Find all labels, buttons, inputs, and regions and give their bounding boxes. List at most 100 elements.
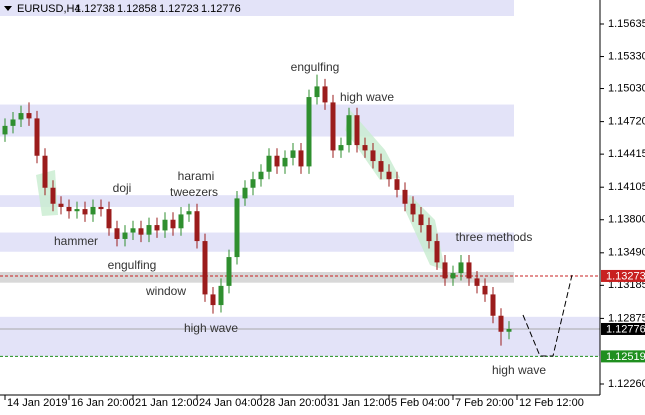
price-label: 1.12519 bbox=[606, 351, 645, 363]
candle-body bbox=[338, 145, 344, 151]
candle-body bbox=[106, 209, 112, 229]
annotation: engulfing bbox=[291, 60, 340, 74]
x-tick-label: 12 Feb 12:00 bbox=[519, 397, 584, 409]
annotation: tweezers bbox=[170, 185, 218, 199]
candle-body bbox=[114, 228, 120, 239]
candle-body bbox=[282, 157, 288, 167]
candle-body bbox=[178, 214, 184, 229]
candle-body bbox=[258, 171, 264, 180]
y-tick-label: 1.14105 bbox=[608, 181, 645, 193]
price-label: 1.13273 bbox=[606, 270, 645, 282]
collapse-icon[interactable] bbox=[4, 6, 12, 11]
annotation: three methods bbox=[456, 230, 533, 244]
annotation: doji bbox=[113, 181, 132, 195]
candle-body bbox=[354, 115, 360, 146]
candle-body bbox=[362, 145, 368, 151]
candle-body bbox=[50, 187, 56, 204]
candle-body bbox=[418, 214, 424, 226]
zone bbox=[0, 104, 514, 137]
x-tick-label: 5 Feb 04:00 bbox=[391, 397, 450, 409]
x-tick-label: 21 Jan 12:00 bbox=[135, 397, 199, 409]
annotation: high wave bbox=[340, 90, 394, 104]
candle-body bbox=[274, 155, 280, 167]
price-label-bg bbox=[601, 350, 645, 363]
candle-body bbox=[426, 225, 432, 242]
annotation: engulfing bbox=[108, 258, 157, 272]
candle-body bbox=[138, 228, 144, 235]
projection-line bbox=[522, 274, 573, 357]
candle-body bbox=[266, 155, 272, 172]
x-tick-label: 14 Jan 2019 bbox=[7, 397, 68, 409]
candle-body bbox=[330, 102, 336, 151]
price-label-bg bbox=[601, 269, 645, 282]
candle-body bbox=[66, 206, 72, 212]
annotation: high wave bbox=[184, 321, 238, 335]
candle-body bbox=[18, 113, 24, 120]
x-tick-label: 16 Jan 20:00 bbox=[71, 397, 135, 409]
projection bbox=[522, 274, 573, 357]
zones bbox=[0, 0, 600, 357]
quote-value: 1.12858 bbox=[117, 3, 157, 15]
candle-body bbox=[26, 113, 32, 119]
zone bbox=[0, 272, 514, 283]
candle-body bbox=[482, 285, 488, 295]
y-tick-label: 1.13800 bbox=[608, 214, 645, 226]
y-tick-label: 1.14720 bbox=[608, 116, 645, 128]
candle-body bbox=[34, 118, 40, 156]
candle-body bbox=[394, 179, 400, 190]
candle-body bbox=[474, 278, 480, 286]
plot bbox=[0, 74, 600, 357]
zone bbox=[0, 0, 514, 17]
candle-body bbox=[170, 219, 176, 229]
candle-body bbox=[458, 262, 464, 274]
symbol: EURUSD,H4 bbox=[17, 3, 81, 15]
zone bbox=[0, 195, 514, 207]
y-tick-label: 1.15635 bbox=[608, 18, 645, 30]
candle-body bbox=[202, 241, 208, 295]
y-tick-label: 1.15030 bbox=[608, 82, 645, 94]
annotation: high wave bbox=[492, 363, 546, 377]
candle-body bbox=[298, 150, 304, 167]
candle-body bbox=[146, 225, 152, 235]
price-label: 1.12776 bbox=[606, 323, 645, 335]
candle-body bbox=[82, 209, 88, 215]
candle-body bbox=[314, 86, 320, 98]
candle-body bbox=[186, 211, 192, 215]
candle-body bbox=[306, 97, 312, 167]
candle-body bbox=[218, 285, 224, 306]
y-tick-label: 1.12875 bbox=[608, 312, 645, 324]
quote-value: 1.12738 bbox=[75, 3, 115, 15]
candle-body bbox=[130, 228, 136, 233]
candle-body bbox=[242, 187, 248, 199]
annotation: window bbox=[145, 284, 186, 298]
price-label-bg bbox=[601, 322, 645, 335]
candle-body bbox=[2, 125, 8, 135]
annotation: hammer bbox=[54, 234, 98, 248]
candle-body bbox=[154, 225, 160, 231]
y-tick-label: 1.14415 bbox=[608, 148, 645, 160]
candle-body bbox=[122, 232, 128, 239]
candle-body bbox=[386, 171, 392, 180]
candle-body bbox=[74, 209, 80, 212]
candle-body bbox=[234, 198, 240, 258]
candle-body bbox=[250, 179, 256, 188]
candle-body bbox=[434, 241, 440, 263]
candle-body bbox=[506, 328, 512, 332]
x-tick-label: 28 Jan 20:00 bbox=[263, 397, 327, 409]
candle-body bbox=[58, 203, 64, 207]
candle-body bbox=[370, 150, 376, 162]
y-tick-label: 1.13490 bbox=[608, 247, 645, 259]
zone bbox=[0, 232, 514, 252]
candle-body bbox=[290, 150, 296, 158]
candle-body bbox=[378, 161, 384, 172]
candle-body bbox=[402, 189, 408, 204]
candle-body bbox=[226, 257, 232, 286]
candle-body bbox=[466, 262, 472, 279]
candle-body bbox=[442, 262, 448, 279]
candle-body bbox=[194, 211, 200, 242]
quote-value: 1.12723 bbox=[159, 3, 199, 15]
zone bbox=[0, 316, 600, 357]
x-tick-label: 24 Jan 04:00 bbox=[199, 397, 263, 409]
candle-body bbox=[10, 119, 16, 126]
y-tick-label: 1.12260 bbox=[608, 378, 645, 390]
